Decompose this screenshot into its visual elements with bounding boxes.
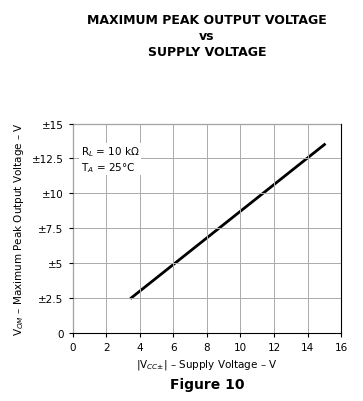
Text: Figure 10: Figure 10 — [170, 377, 244, 391]
X-axis label: |V$_{CC±}$| – Supply Voltage – V: |V$_{CC±}$| – Supply Voltage – V — [136, 357, 278, 371]
Text: R$_L$ = 10 kΩ
T$_A$ = 25°C: R$_L$ = 10 kΩ T$_A$ = 25°C — [81, 145, 139, 175]
Y-axis label: V$_{OM}$ – Maximum Peak Output Voltage – V: V$_{OM}$ – Maximum Peak Output Voltage –… — [12, 122, 26, 335]
Text: MAXIMUM PEAK OUTPUT VOLTAGE
vs
SUPPLY VOLTAGE: MAXIMUM PEAK OUTPUT VOLTAGE vs SUPPLY VO… — [87, 14, 327, 59]
